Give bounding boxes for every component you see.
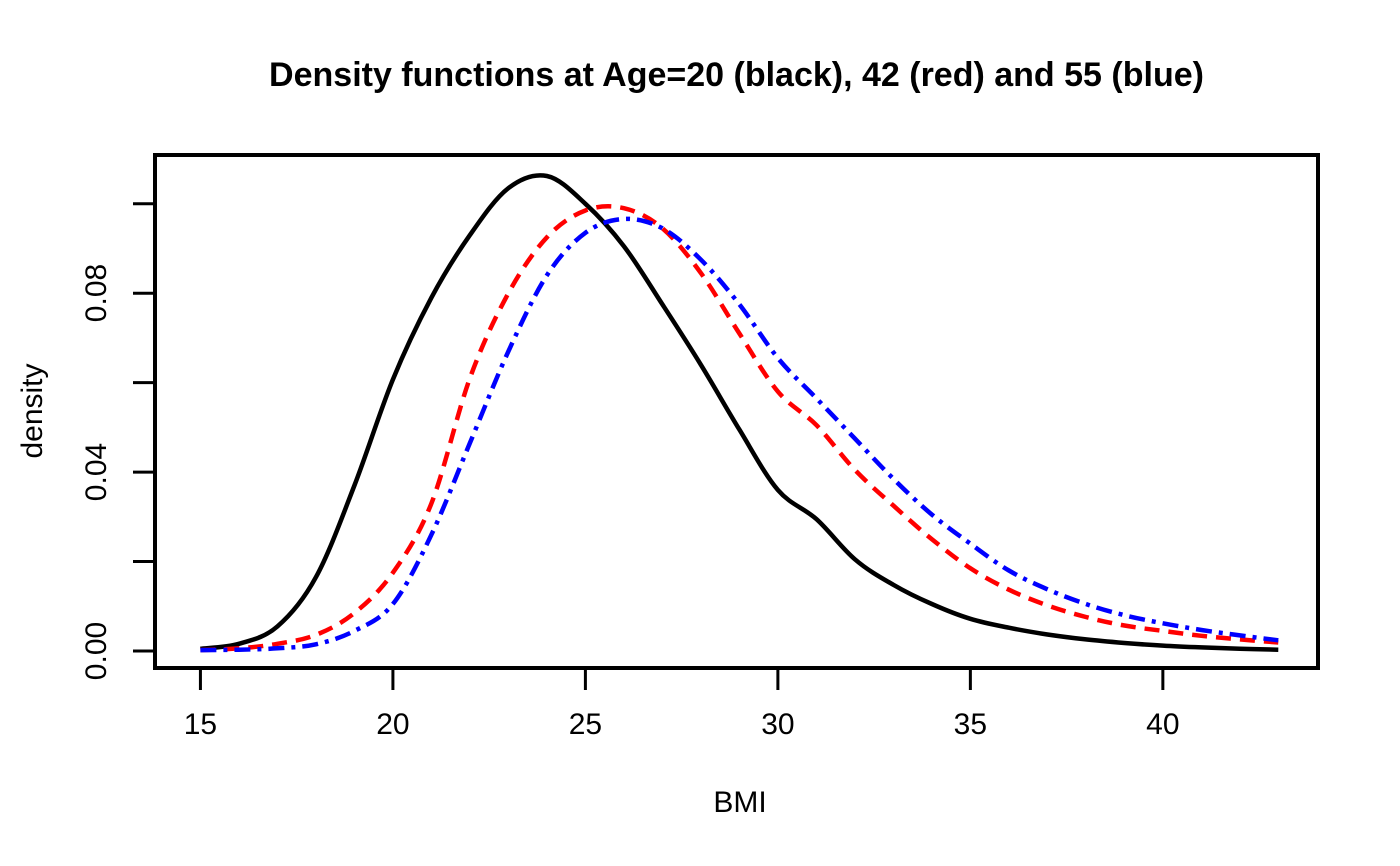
x-tick-label: 15 xyxy=(183,708,218,741)
x-tick-label: 25 xyxy=(568,708,603,741)
x-axis-title: BMI xyxy=(713,786,767,819)
chart-title: Density functions at Age=20 (black), 42 … xyxy=(269,56,1204,94)
y-tick-label: 0.08 xyxy=(80,263,113,323)
x-tick-label: 20 xyxy=(376,708,410,741)
y-tick-label: 0.04 xyxy=(80,442,113,502)
x-tick-label: 40 xyxy=(1146,708,1180,741)
x-tick-label: 30 xyxy=(761,708,795,741)
x-tick-label: 35 xyxy=(953,708,988,741)
curve-age-20 xyxy=(200,173,1279,652)
plot-border xyxy=(153,153,1320,670)
curve-age-55 xyxy=(200,216,1279,653)
curve-age-42 xyxy=(200,204,1279,653)
y-axis-title: density xyxy=(16,363,49,459)
y-tick-label: 0.00 xyxy=(80,621,113,681)
density-curves xyxy=(200,173,1279,653)
axis-ticks xyxy=(133,202,1165,690)
